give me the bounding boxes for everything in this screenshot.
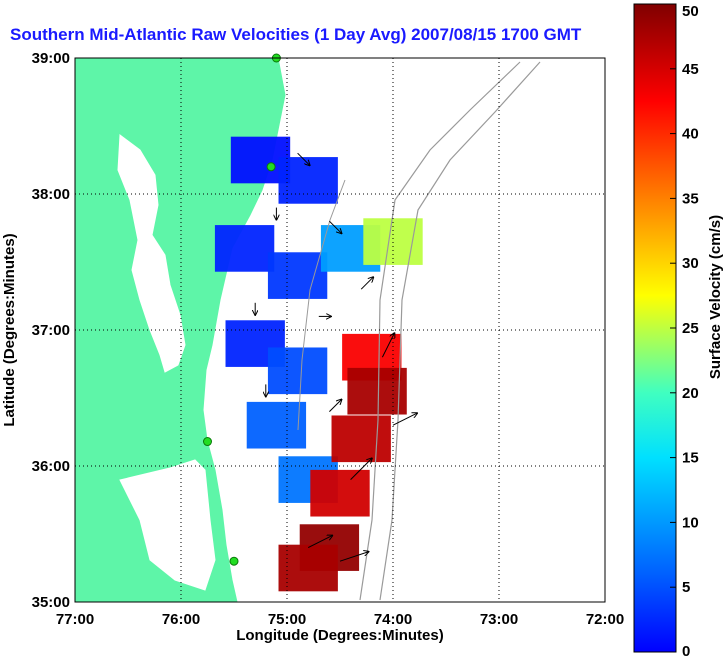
colorbar-tick-label: 30: [682, 255, 699, 272]
velocity-patch: [363, 218, 423, 265]
colorbar-tick-label: 0: [682, 643, 690, 659]
colorbar-tick-label: 40: [682, 126, 699, 143]
velocity-patch: [278, 544, 338, 592]
x-tick-label: 77:00: [56, 611, 94, 628]
plot-frame: [74, 57, 606, 603]
colorbar-tick-label: 25: [682, 320, 699, 337]
station-marker: [229, 556, 239, 566]
y-tick-label: 39:00: [32, 50, 70, 67]
bathymetry-contours: [297, 61, 541, 601]
y-tick-label: 35:00: [32, 594, 70, 611]
x-tick-label: 74:00: [374, 611, 412, 628]
bay-water: [117, 134, 186, 373]
y-tick-label: 36:00: [32, 458, 70, 475]
station-marker: [203, 437, 212, 447]
colorbar-gradient: [633, 3, 677, 653]
velocity-patch: [214, 225, 275, 272]
x-tick-label: 75:00: [268, 611, 306, 628]
velocity-arrow: [329, 220, 341, 233]
x-axis-label: Longitude (Degrees:Minutes): [236, 627, 444, 644]
velocity-arrows: [255, 152, 417, 562]
colorbar-tick-label: 50: [682, 3, 699, 20]
colorbar-tick-label: 10: [682, 514, 699, 531]
velocity-patch: [331, 415, 391, 463]
colorbar: 0 5 10 15 20 25 30 35 40 45 50 Surface Velocity (c…: [633, 3, 724, 659]
x-tick-label: 73:00: [480, 611, 518, 628]
velocity-patch: [310, 469, 370, 517]
velocity-arrow: [392, 413, 417, 426]
x-axis-ticks: 77:00 76:00 75:00 74:00 73:00 72:00: [56, 611, 624, 628]
station-marker: [266, 162, 276, 172]
x-tick-label: 72:00: [586, 611, 624, 628]
velocity-patch: [267, 252, 328, 299]
velocity-arrow: [297, 152, 310, 165]
colorbar-tick-label: 15: [682, 450, 699, 467]
velocity-arrow: [307, 536, 332, 549]
velocity-arrow: [350, 458, 372, 480]
colorbar-label: Surface Velocity (cm/s): [707, 215, 724, 379]
grid-lines: [75, 58, 605, 602]
sound-water: [119, 459, 216, 591]
y-axis-label: Latitude (Degrees:Minutes): [1, 233, 18, 426]
velocity-arrow: [360, 277, 373, 290]
colorbar-tick-label: 5: [682, 579, 690, 596]
plot-area: [74, 53, 606, 603]
chart-title: Southern Mid-Atlantic Raw Velocities (1 …: [10, 25, 582, 44]
velocity-arrow: [381, 333, 394, 358]
y-tick-label: 37:00: [32, 322, 70, 339]
velocity-patch: [246, 401, 307, 449]
velocity-patch: [347, 367, 407, 415]
colorbar-tick-label: 45: [682, 61, 699, 78]
colorbar-ticks: 0 5 10 15 20 25 30 35 40 45 50: [670, 3, 699, 659]
velocity-arrow: [329, 400, 341, 412]
x-tick-label: 76:00: [162, 611, 200, 628]
velocity-arrow: [339, 552, 368, 562]
y-axis-ticks: 35:00 36:00 37:00 38:00 39:00: [32, 50, 70, 611]
colorbar-tick-label: 20: [682, 385, 699, 402]
y-tick-label: 38:00: [32, 186, 70, 203]
colorbar-tick-label: 35: [682, 190, 699, 207]
velocity-patch: [267, 347, 328, 395]
